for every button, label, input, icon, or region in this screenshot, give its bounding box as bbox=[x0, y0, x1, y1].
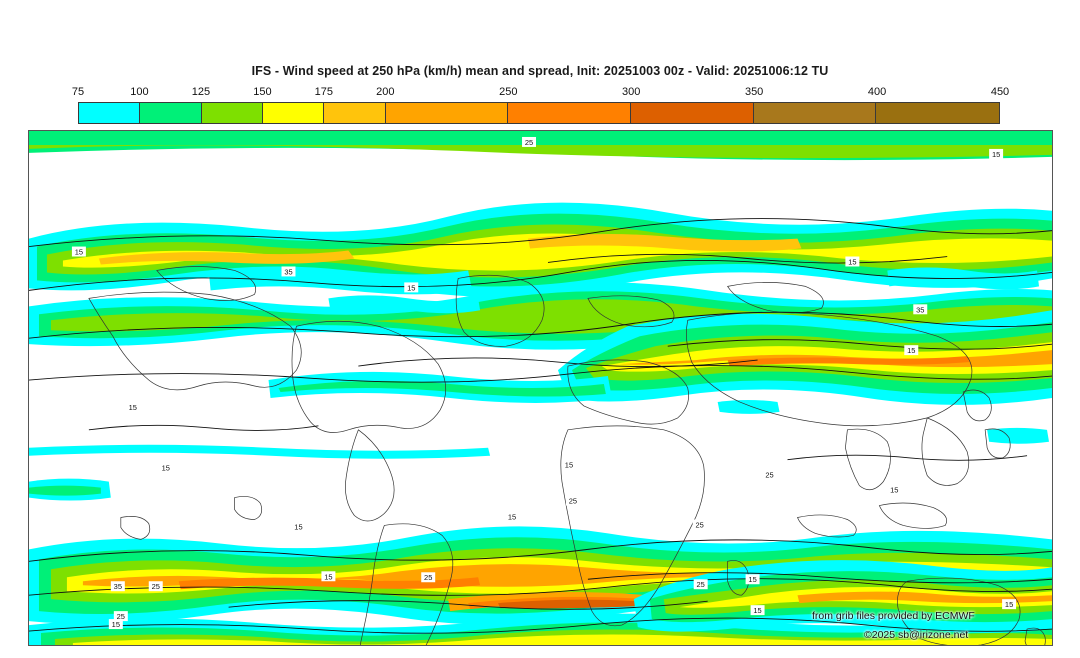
svg-text:15: 15 bbox=[1005, 600, 1013, 609]
svg-text:15: 15 bbox=[75, 248, 83, 257]
coastline-layer bbox=[88, 266, 1046, 645]
svg-text:35: 35 bbox=[916, 305, 924, 314]
colorbar-segment-200-250 bbox=[385, 103, 509, 123]
colorbar-segment-75-100 bbox=[79, 103, 141, 123]
colorbar-segment-100-125 bbox=[140, 103, 202, 123]
page-title: IFS - Wind speed at 250 hPa (km/h) mean … bbox=[251, 64, 829, 78]
map-canvas[interactable]: 25 15 15 35 15 15 15 35 15 15 15 25 15 1… bbox=[28, 130, 1053, 646]
colorbar-tick-100: 100 bbox=[130, 86, 149, 98]
colorbar-tick-200: 200 bbox=[376, 86, 395, 98]
data-source-credit: from grib files provided by ECMWF bbox=[812, 610, 975, 622]
svg-text:35: 35 bbox=[284, 267, 292, 276]
svg-text:25: 25 bbox=[696, 520, 704, 529]
colorbar-tick-150: 150 bbox=[253, 86, 272, 98]
copyright-credit: ©2025 sb@irizone.net bbox=[864, 629, 969, 641]
colorbar: 75 100 125 150 175 200 250 300 350 400 450 bbox=[72, 86, 1009, 124]
svg-text:25: 25 bbox=[525, 138, 533, 147]
colorbar-segment-400-450 bbox=[876, 103, 999, 123]
svg-text:15: 15 bbox=[294, 522, 302, 531]
colorbar-segment-300-350 bbox=[630, 103, 754, 123]
svg-text:15: 15 bbox=[112, 620, 120, 629]
contour-label-layer: 25 15 15 35 15 15 15 35 15 15 15 25 15 1… bbox=[71, 136, 1017, 629]
colorbar-tick-350: 350 bbox=[744, 86, 764, 98]
svg-text:15: 15 bbox=[508, 512, 516, 521]
colorbar-gradient bbox=[78, 102, 1000, 124]
colorbar-segment-150-175 bbox=[262, 103, 325, 123]
svg-text:25: 25 bbox=[117, 612, 125, 621]
colorbar-segment-350-400 bbox=[753, 103, 877, 123]
svg-text:35: 35 bbox=[114, 582, 122, 591]
svg-text:15: 15 bbox=[407, 283, 415, 292]
colorbar-tick-250: 250 bbox=[499, 86, 518, 98]
map-plot: 25 15 15 35 15 15 15 35 15 15 15 25 15 1… bbox=[29, 131, 1052, 645]
svg-text:15: 15 bbox=[129, 403, 137, 412]
colorbar-segment-125-150 bbox=[201, 103, 263, 123]
svg-text:15: 15 bbox=[890, 486, 898, 495]
svg-text:25: 25 bbox=[697, 580, 705, 589]
colorbar-segment-250-300 bbox=[508, 103, 631, 123]
colorbar-tick-75: 75 bbox=[71, 86, 85, 98]
colorbar-tick-125: 125 bbox=[191, 86, 211, 98]
wind-speed-fill-layer bbox=[29, 131, 1052, 645]
colorbar-tick-labels: 75 100 125 150 175 200 250 300 350 400 450 bbox=[72, 86, 1009, 100]
svg-text:25: 25 bbox=[152, 582, 160, 591]
svg-text:15: 15 bbox=[565, 461, 573, 470]
colorbar-tick-450: 450 bbox=[990, 86, 1010, 98]
svg-text:25: 25 bbox=[424, 573, 432, 582]
svg-text:15: 15 bbox=[748, 575, 756, 584]
svg-text:15: 15 bbox=[992, 150, 1000, 159]
svg-text:15: 15 bbox=[848, 257, 856, 266]
svg-text:15: 15 bbox=[907, 346, 915, 355]
svg-text:15: 15 bbox=[162, 464, 170, 473]
svg-text:25: 25 bbox=[569, 497, 577, 506]
colorbar-segment-175-200 bbox=[324, 103, 386, 123]
svg-text:25: 25 bbox=[765, 471, 773, 480]
svg-text:15: 15 bbox=[324, 572, 332, 581]
colorbar-tick-175: 175 bbox=[314, 86, 334, 98]
spread-contour-layer bbox=[29, 218, 1052, 634]
svg-text:15: 15 bbox=[753, 606, 761, 615]
colorbar-tick-400: 400 bbox=[867, 86, 887, 98]
colorbar-tick-300: 300 bbox=[622, 86, 641, 98]
